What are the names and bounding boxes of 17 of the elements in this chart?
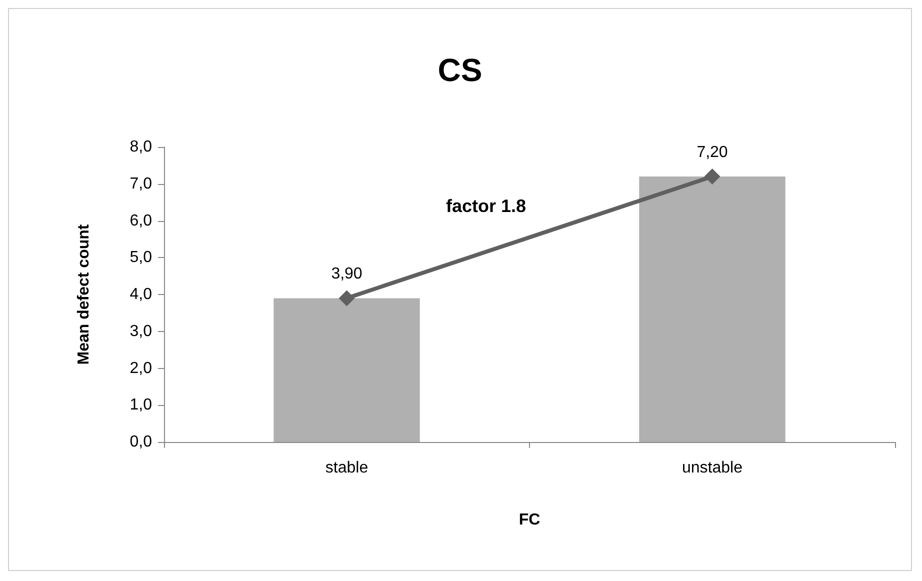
y-tick-label: 8,0 (130, 138, 152, 156)
y-tick-label: 5,0 (130, 249, 152, 266)
y-tick-label: 6,0 (130, 212, 152, 230)
y-tick-label: 4,0 (130, 286, 152, 303)
y-tick-label: 0,0 (130, 434, 152, 450)
y-axis-title: Mean defect count (76, 224, 92, 365)
x-tick-label: stable (325, 460, 368, 476)
y-tick-label: 1,0 (130, 396, 152, 414)
annotation: factor 1.8 (446, 196, 526, 216)
x-axis-title: FC (518, 512, 541, 528)
x-tick-label: unstable (682, 460, 743, 476)
y-tick-label: 7,0 (130, 175, 152, 192)
data-label: 3,90 (331, 266, 362, 283)
y-tick-label: 3,0 (130, 322, 152, 340)
chart-title: CS (438, 52, 482, 88)
y-tick-label: 2,0 (130, 360, 152, 377)
data-label: 7,20 (696, 144, 728, 161)
